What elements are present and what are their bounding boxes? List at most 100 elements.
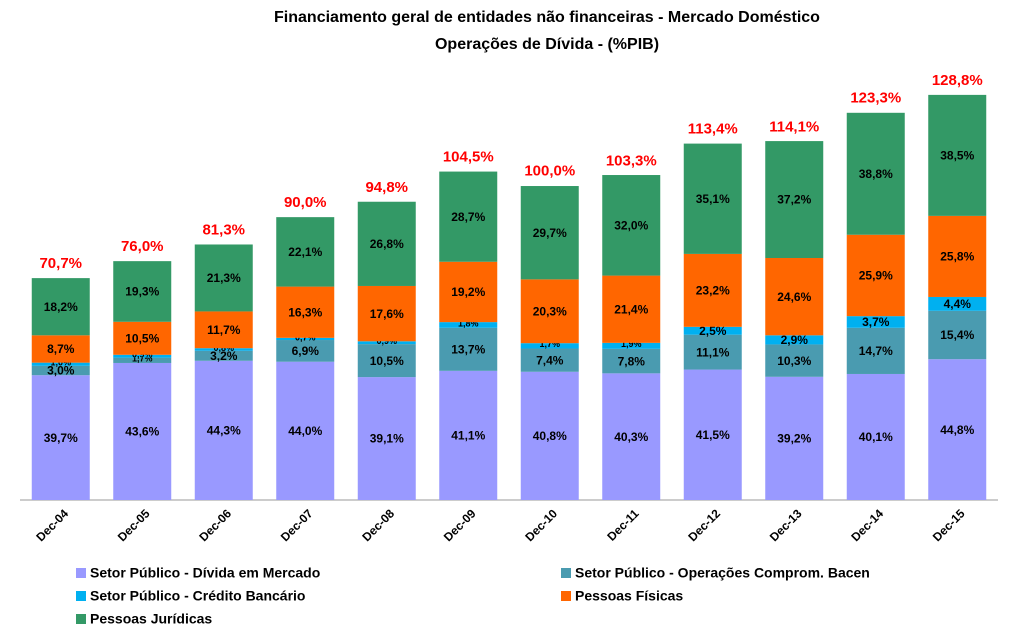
value-label: 24,6% <box>777 290 811 304</box>
value-label: 29,7% <box>533 226 567 240</box>
bar-segment <box>276 217 335 287</box>
bar-segment <box>113 362 172 500</box>
total-label: 94,8% <box>365 179 408 196</box>
value-label: 1,7% <box>539 339 560 349</box>
chart-subtitle: Operações de Dívida - (%PIB) <box>435 36 659 53</box>
legend-swatch <box>76 614 86 624</box>
bar-segment <box>357 285 416 342</box>
x-tick-label: Dec-05 <box>115 506 153 544</box>
bar-segment <box>520 371 579 500</box>
legend-label: Setor Público - Dívida em Mercado <box>90 565 320 581</box>
bar-segment <box>846 112 905 235</box>
legend-label: Setor Público - Crédito Bancário <box>90 588 305 604</box>
bar-segment <box>31 365 90 376</box>
bar-segment <box>602 342 661 349</box>
value-label: 44,3% <box>207 424 241 438</box>
value-label: 15,4% <box>940 328 974 342</box>
value-label: 3,2% <box>210 349 238 363</box>
value-label: 37,2% <box>777 193 811 207</box>
x-tick-label: Dec-12 <box>685 506 723 544</box>
total-label: 114,1% <box>769 118 819 135</box>
bar-segment <box>765 335 824 345</box>
total-label: 113,4% <box>688 121 738 138</box>
bar-segment <box>846 234 905 317</box>
bar-segment <box>928 94 987 216</box>
bar-segment <box>31 278 90 336</box>
legend-swatch <box>561 591 571 601</box>
x-tick-label: Dec-09 <box>441 506 479 544</box>
bar-segment <box>31 335 90 363</box>
bar-segment <box>683 143 742 254</box>
bar-segment <box>194 311 253 349</box>
value-label: 20,3% <box>533 304 567 318</box>
value-label: 18,2% <box>44 300 78 314</box>
bar-segment <box>276 361 335 500</box>
value-label: 1,8% <box>458 318 479 328</box>
value-label: 41,5% <box>696 428 730 442</box>
bar-segment <box>439 327 498 371</box>
bar-segment <box>357 341 416 345</box>
x-tick-label: Dec-14 <box>848 506 886 544</box>
bar-segment <box>846 316 905 328</box>
bar-segment <box>602 175 661 276</box>
x-tick-label: Dec-07 <box>278 506 316 544</box>
value-label: 11,7% <box>207 323 241 337</box>
bar-segment <box>31 362 90 366</box>
value-label: 10,5% <box>125 331 159 345</box>
value-label: 6,9% <box>292 344 320 358</box>
total-label: 104,5% <box>443 149 494 166</box>
value-label: 26,8% <box>370 237 404 251</box>
total-label: 123,3% <box>850 89 901 106</box>
bar-segment <box>357 344 416 378</box>
value-label: 25,8% <box>940 250 974 264</box>
x-tick-label: Dec-06 <box>196 506 234 544</box>
x-tick-label: Dec-15 <box>930 506 968 544</box>
value-label: 17,6% <box>370 307 404 321</box>
bar-segment <box>113 354 172 358</box>
x-tick-label: Dec-08 <box>359 506 397 544</box>
value-label: 1,7% <box>132 354 153 364</box>
bar-segment <box>31 375 90 500</box>
bar-segment <box>765 258 824 336</box>
bar-segment <box>928 359 987 500</box>
bar-segment <box>520 186 579 280</box>
bar-segment <box>439 261 498 323</box>
total-label: 90,0% <box>284 194 327 211</box>
value-label: 2,5% <box>699 324 727 338</box>
bar-segment <box>194 360 253 500</box>
bar-segment <box>520 348 579 372</box>
value-label: 21,4% <box>614 302 648 316</box>
value-label: 32,0% <box>614 218 648 232</box>
value-label: 39,7% <box>44 431 78 445</box>
value-label: 10,3% <box>777 354 811 368</box>
value-label: 14,7% <box>859 344 893 358</box>
value-label: 19,2% <box>451 285 485 299</box>
value-label: 44,0% <box>288 424 322 438</box>
legend-swatch <box>76 568 86 578</box>
bar-segment <box>276 337 335 341</box>
bar-segment <box>602 348 661 374</box>
bar-segment <box>928 215 987 297</box>
chart-title: Financiamento geral de entidades não fin… <box>274 9 820 26</box>
value-label: 21,3% <box>207 271 241 285</box>
total-label: 100,0% <box>524 163 575 180</box>
value-label: 22,1% <box>288 245 322 259</box>
total-label: 128,8% <box>932 72 983 89</box>
value-label: 38,5% <box>940 149 974 163</box>
bar-segment <box>928 296 987 311</box>
x-tick-label: Dec-13 <box>767 506 805 544</box>
bar-segment <box>683 369 742 500</box>
bar-segment <box>683 326 742 335</box>
value-label: 3,7% <box>862 315 890 329</box>
bar-segment <box>439 322 498 328</box>
bar-segment <box>846 373 905 500</box>
total-label: 76,0% <box>121 238 164 255</box>
bar-segment <box>113 321 172 355</box>
value-label: 19,3% <box>125 285 159 299</box>
value-label: 7,8% <box>618 354 646 368</box>
bar-segment <box>683 334 742 370</box>
bar-segment <box>765 141 824 258</box>
value-label: 43,6% <box>125 425 159 439</box>
